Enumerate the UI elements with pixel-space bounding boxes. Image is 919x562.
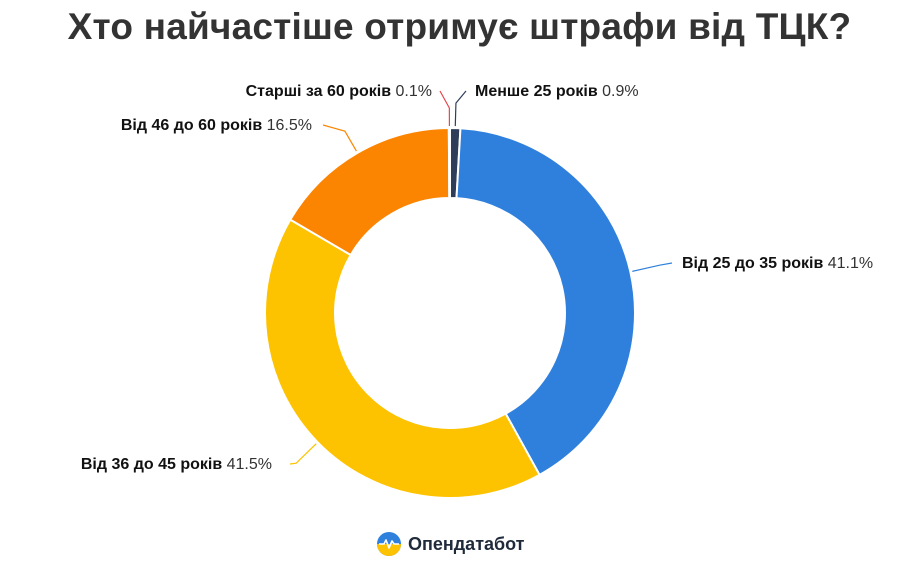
- leader-line: [439, 90, 451, 127]
- slice-label-name: Менше 25 років: [475, 83, 602, 100]
- slice-label-value: 41.5%: [227, 456, 272, 473]
- donut-slice: [264, 218, 541, 499]
- slice-label: Менше 25 років 0.9%: [475, 83, 639, 100]
- slice-label-name: Від 25 до 35 років: [682, 255, 828, 272]
- opendatabot-logo-icon: [377, 532, 401, 556]
- slice-label: Від 46 до 60 років 16.5%: [121, 117, 312, 134]
- slice-label-name: Старші за 60 років: [246, 83, 396, 100]
- leader-line: [632, 262, 673, 272]
- brand-name: Опендатабот: [408, 533, 525, 554]
- slice-label-name: Від 46 до 60 років: [121, 117, 267, 134]
- leader-line: [322, 124, 357, 152]
- slice-label-value: 0.1%: [396, 83, 432, 100]
- donut-slice: [455, 127, 636, 477]
- slice-label-name: Від 36 до 45 років: [81, 456, 227, 473]
- slice-label: Старші за 60 років 0.1%: [246, 83, 432, 100]
- slice-label-value: 41.1%: [828, 255, 873, 272]
- brand: Опендатабот: [376, 528, 525, 560]
- slice-label-value: 16.5%: [267, 117, 312, 134]
- chart-title: Хто найчастіше отримує штрафи від ТЦК?: [67, 6, 852, 47]
- donut-slice: [447, 126, 451, 200]
- leader-line: [454, 90, 467, 127]
- slice-label-value: 0.9%: [602, 83, 638, 100]
- slice-label: Від 36 до 45 років 41.5%: [81, 456, 272, 473]
- leader-line: [289, 443, 317, 465]
- slice-label: Від 25 до 35 років 41.1%: [682, 255, 873, 272]
